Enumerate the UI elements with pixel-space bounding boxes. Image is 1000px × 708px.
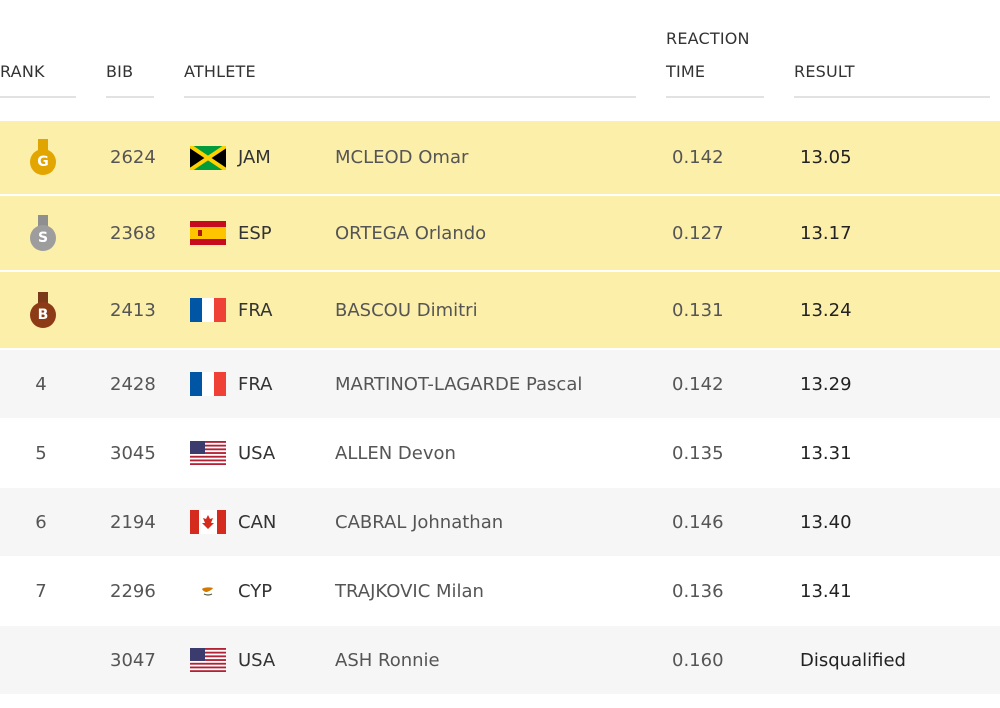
reaction-time: 0.146 [672, 511, 724, 533]
table-row[interactable]: 4 2428 FRA MARTINOT-LAGARDE Pascal 0.142… [0, 350, 1000, 418]
flag-france-icon [190, 298, 226, 322]
reaction-time: 0.136 [672, 580, 724, 602]
rank: 6 [35, 511, 47, 533]
row-divider [0, 270, 1000, 272]
bronze-medal-icon: B [30, 292, 56, 328]
header-bib: BIB [106, 62, 134, 81]
reaction-time: 0.160 [672, 649, 724, 671]
header-underline-reaction [666, 96, 764, 98]
country-code: USA [238, 649, 276, 671]
athlete-name[interactable]: TRAJKOVIC Milan [335, 580, 484, 602]
athlete-name[interactable]: ORTEGA Orlando [335, 222, 487, 244]
header-result: RESULT [794, 62, 855, 81]
athlete-name[interactable]: BASCOU Dimitri [335, 299, 478, 321]
flag-spain-icon [190, 221, 226, 245]
country-code: FRA [238, 299, 273, 321]
result: 13.17 [800, 222, 852, 244]
athlete-name[interactable]: ASH Ronnie [335, 649, 440, 671]
bib-number: 3045 [110, 442, 156, 464]
flag-canada-icon [190, 510, 226, 534]
flag-usa-icon [190, 648, 226, 672]
table-row[interactable]: 3047 USA ASH Ronnie 0.160 Disqualified [0, 626, 1000, 694]
bib-number: 2194 [110, 511, 156, 533]
rank: 7 [35, 580, 47, 602]
result: Disqualified [800, 649, 906, 671]
reaction-time: 0.142 [672, 373, 724, 395]
country-code: CAN [238, 511, 277, 533]
table-row[interactable]: G 2624 JAM MCLEOD Omar 0.142 13.05 [0, 121, 1000, 194]
flag-cyprus-icon [190, 579, 226, 603]
country-code: JAM [238, 147, 271, 168]
flag-usa-icon [190, 441, 226, 465]
result: 13.31 [800, 442, 852, 464]
header-underline-bib [106, 96, 154, 98]
silver-medal-icon: S [30, 215, 56, 251]
bib-number: 3047 [110, 649, 156, 671]
rank: 5 [35, 442, 47, 464]
bib-number: 2413 [110, 299, 156, 321]
header-underline-result [794, 96, 990, 98]
header-reaction-line1: REACTION [666, 29, 750, 48]
country-code: USA [238, 442, 276, 464]
header-athlete: ATHLETE [184, 62, 256, 81]
result: 13.40 [800, 511, 852, 533]
reaction-time: 0.127 [672, 222, 724, 244]
header-reaction-line2: TIME [666, 62, 706, 81]
flag-jamaica-icon [190, 146, 226, 170]
header-rank: RANK [0, 62, 45, 81]
flag-france-icon [190, 372, 226, 396]
country-code: ESP [238, 222, 272, 244]
country-code: CYP [238, 580, 273, 602]
bib-number: 2296 [110, 580, 156, 602]
country-code: FRA [238, 373, 273, 395]
table-row[interactable]: 7 2296 CYP TRAJKOVIC Milan 0.136 13.41 [0, 556, 1000, 626]
table-row[interactable]: 5 3045 USA ALLEN Devon 0.135 13.31 [0, 418, 1000, 488]
bib-number: 2368 [110, 222, 156, 244]
rank: 4 [35, 373, 47, 395]
table-row[interactable]: 6 2194 CAN CABRAL Johnathan 0.146 13.40 [0, 488, 1000, 556]
table-row[interactable]: B 2413 FRA BASCOU Dimitri 0.131 13.24 [0, 272, 1000, 348]
reaction-time: 0.135 [672, 442, 724, 464]
gold-medal-icon: G [30, 139, 56, 175]
athlete-name[interactable]: CABRAL Johnathan [335, 511, 504, 533]
header-underline-athlete [184, 96, 636, 98]
table-row[interactable]: S 2368 ESP ORTEGA Orlando 0.127 13.17 [0, 196, 1000, 270]
reaction-time: 0.131 [672, 299, 724, 321]
athlete-name[interactable]: MCLEOD Omar [335, 147, 469, 168]
row-divider [0, 194, 1000, 196]
athlete-name[interactable]: ALLEN Devon [335, 442, 456, 464]
athlete-name[interactable]: MARTINOT-LAGARDE Pascal [335, 373, 583, 395]
header-underline-rank [0, 96, 76, 98]
result: 13.29 [800, 373, 852, 395]
result: 13.05 [800, 147, 852, 168]
reaction-time: 0.142 [672, 147, 724, 168]
rank [0, 626, 82, 694]
result: 13.41 [800, 580, 852, 602]
bib-number: 2624 [110, 147, 156, 168]
result: 13.24 [800, 299, 852, 321]
bib-number: 2428 [110, 373, 156, 395]
